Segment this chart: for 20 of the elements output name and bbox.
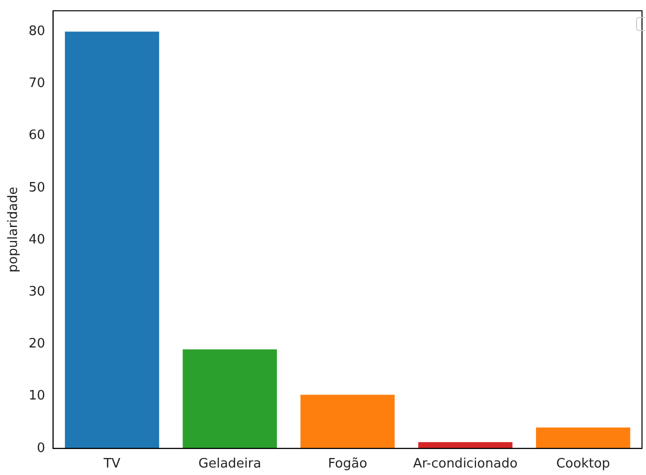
bar bbox=[418, 442, 512, 448]
y-axis-title: popularidade bbox=[6, 186, 22, 272]
bar bbox=[536, 428, 630, 448]
x-tick-label: TV bbox=[102, 456, 121, 472]
y-tick-label: 60 bbox=[28, 128, 46, 144]
y-tick-label: 80 bbox=[28, 24, 46, 40]
y-tick-label: 30 bbox=[28, 284, 46, 300]
x-tick-label: Fogão bbox=[328, 456, 368, 472]
y-tick-label: 10 bbox=[28, 388, 46, 404]
bar bbox=[182, 349, 277, 448]
y-tick-label: 20 bbox=[28, 336, 46, 352]
y-tick-label: 0 bbox=[36, 440, 46, 456]
bar bbox=[64, 32, 160, 448]
x-tick-label: Cooktop bbox=[556, 456, 610, 472]
y-tick-label: 70 bbox=[28, 76, 46, 92]
y-tick-label: 50 bbox=[28, 180, 46, 196]
x-tick-label: Ar-condicionado bbox=[413, 456, 518, 472]
x-tick-label: Geladeira bbox=[198, 456, 262, 472]
bar bbox=[300, 394, 395, 448]
y-tick-label: 40 bbox=[28, 232, 46, 248]
